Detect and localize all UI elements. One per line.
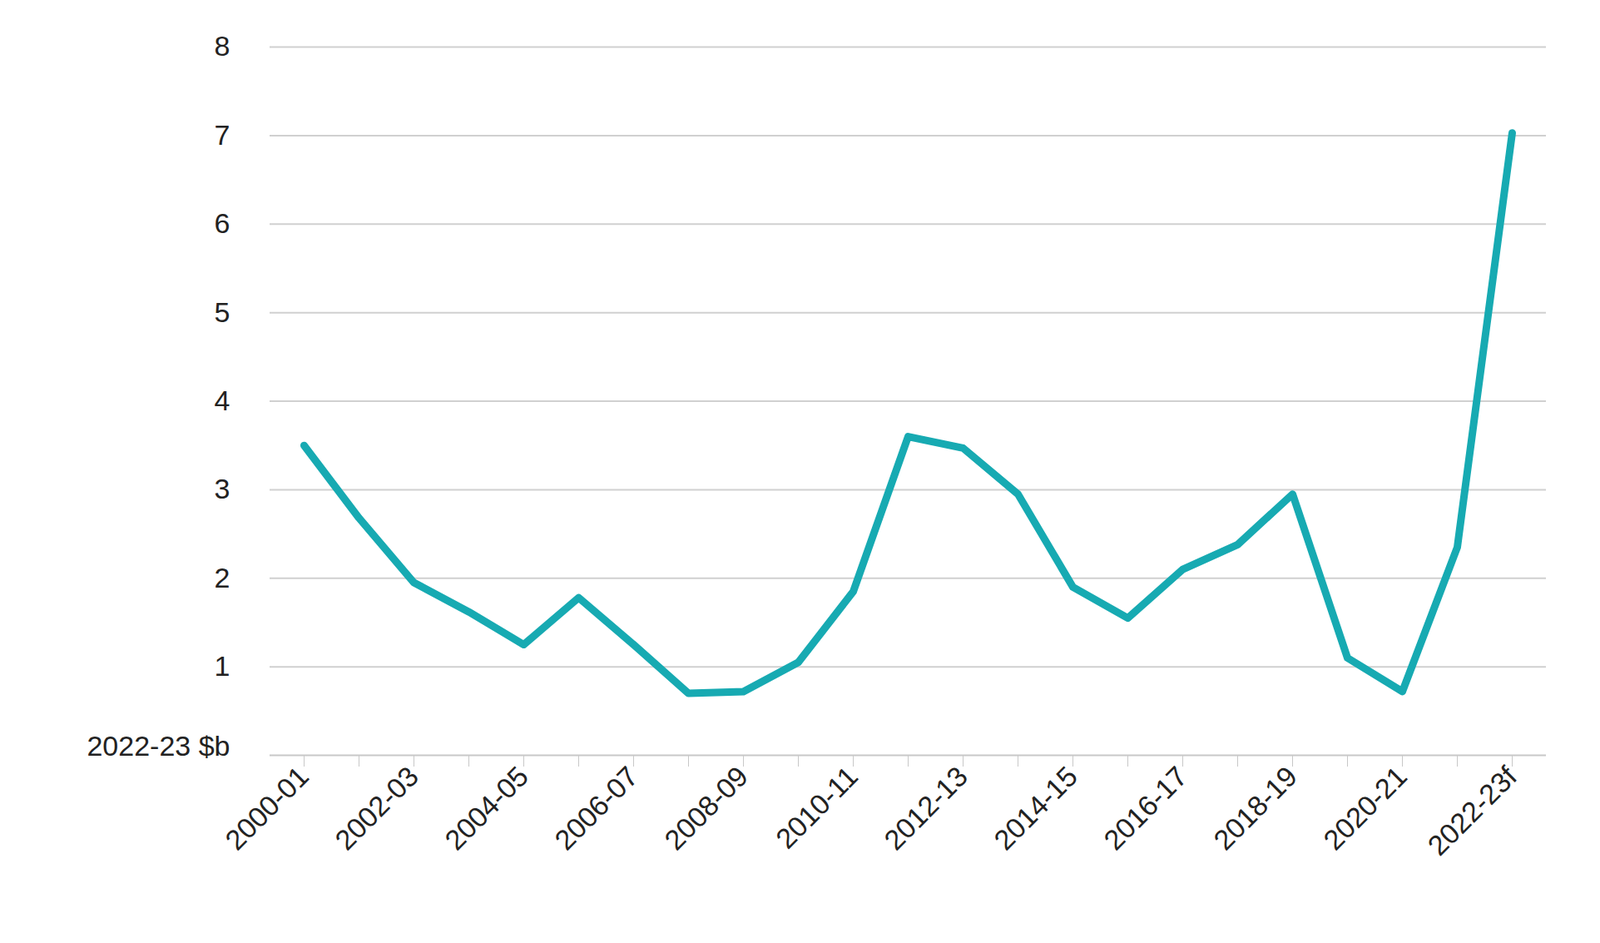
svg-text:2004-05: 2004-05 xyxy=(438,759,535,856)
svg-text:2000-01: 2000-01 xyxy=(218,759,315,856)
svg-text:2010-11: 2010-11 xyxy=(769,759,864,854)
svg-text:3: 3 xyxy=(214,472,231,505)
svg-text:2008-09: 2008-09 xyxy=(658,759,754,856)
svg-text:2018-19: 2018-19 xyxy=(1207,759,1303,856)
svg-text:2022-23f: 2022-23f xyxy=(1421,759,1523,862)
svg-text:7: 7 xyxy=(214,118,231,151)
svg-text:2: 2 xyxy=(214,561,231,594)
svg-text:2006-07: 2006-07 xyxy=(548,759,644,856)
svg-text:8: 8 xyxy=(214,29,231,62)
svg-text:2020-21: 2020-21 xyxy=(1317,759,1413,856)
svg-text:2002-03: 2002-03 xyxy=(328,759,425,856)
svg-text:2016-17: 2016-17 xyxy=(1097,759,1194,856)
svg-text:5: 5 xyxy=(214,296,231,328)
svg-text:2012-13: 2012-13 xyxy=(877,759,974,856)
svg-text:4: 4 xyxy=(214,384,231,417)
svg-text:2022-23 $b: 2022-23 $b xyxy=(86,729,230,762)
svg-text:6: 6 xyxy=(214,207,231,239)
svg-text:2014-15: 2014-15 xyxy=(987,759,1084,856)
svg-text:1: 1 xyxy=(214,649,231,682)
